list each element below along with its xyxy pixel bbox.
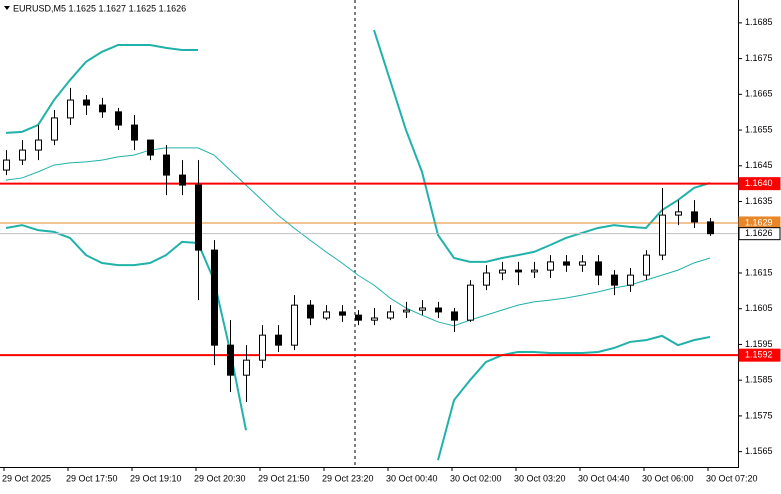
y-tick-label: 1.1665 bbox=[745, 89, 773, 99]
band-line bbox=[5, 224, 711, 461]
candle-body bbox=[691, 211, 698, 223]
y-tick-label: 1.1645 bbox=[745, 160, 773, 170]
candle-body bbox=[211, 249, 218, 346]
y-tick-label: 1.1605 bbox=[745, 303, 773, 313]
candle-body bbox=[99, 104, 106, 113]
band-line bbox=[5, 29, 711, 263]
x-tick-label: 29 Oct 17:50 bbox=[66, 473, 118, 483]
candle-body bbox=[483, 272, 490, 286]
menu-arrow[interactable] bbox=[4, 6, 10, 10]
candle-body bbox=[371, 317, 378, 321]
candle-body bbox=[51, 117, 58, 141]
candle-body bbox=[179, 174, 186, 186]
y-tick-label: 1.1675 bbox=[745, 53, 773, 63]
x-tick-label: 29 Oct 20:30 bbox=[194, 473, 246, 483]
price-label: 1.1640 bbox=[745, 178, 773, 188]
candle-body bbox=[83, 99, 90, 106]
candle-body bbox=[227, 344, 234, 376]
candle-body bbox=[355, 314, 362, 321]
x-tick-label: 29 Oct 23:20 bbox=[322, 473, 374, 483]
candle-body bbox=[67, 99, 74, 119]
candle-body bbox=[307, 304, 314, 319]
candle-body bbox=[323, 311, 330, 319]
chart-title: EURUSD,M5 1.1625 1.1627 1.1625 1.1626 bbox=[13, 3, 186, 13]
candle-body bbox=[707, 221, 714, 235]
x-tick-label: 29 Oct 21:50 bbox=[258, 473, 310, 483]
x-tick-label: 30 Oct 04:40 bbox=[578, 473, 630, 483]
candle-body bbox=[643, 254, 650, 276]
plot-area bbox=[0, 29, 738, 461]
candle-body bbox=[515, 269, 522, 273]
y-tick-label: 1.1655 bbox=[745, 124, 773, 134]
candle-body bbox=[387, 311, 394, 319]
candle-body bbox=[563, 261, 570, 266]
x-tick-label: 30 Oct 06:00 bbox=[642, 473, 694, 483]
x-tick-label: 30 Oct 07:20 bbox=[706, 473, 758, 483]
price-label-box bbox=[738, 348, 781, 362]
x-tick-label: 30 Oct 02:00 bbox=[450, 473, 502, 483]
candle-body bbox=[467, 284, 474, 321]
price-label-box bbox=[738, 227, 781, 241]
candle-body bbox=[499, 269, 506, 274]
candle-body bbox=[35, 139, 42, 151]
candle-body bbox=[259, 334, 266, 361]
candle-body bbox=[339, 311, 346, 316]
candle-body bbox=[243, 359, 250, 376]
y-tick-label: 1.1575 bbox=[745, 410, 773, 420]
y-tick-label: 1.1595 bbox=[745, 339, 773, 349]
price-label: 1.1592 bbox=[745, 350, 773, 360]
candle-body bbox=[435, 307, 442, 313]
y-tick-label: 1.1635 bbox=[745, 196, 773, 206]
band-line bbox=[5, 147, 711, 327]
x-tick-label: 29 Oct 2025 bbox=[2, 473, 51, 483]
price-label: 1.1629 bbox=[745, 217, 773, 227]
candle-body bbox=[611, 274, 618, 286]
candle-body bbox=[19, 149, 26, 161]
candle-body bbox=[275, 334, 282, 346]
x-tick-label: 30 Oct 03:20 bbox=[514, 473, 566, 483]
candle-body bbox=[131, 124, 138, 141]
candle-body bbox=[403, 309, 410, 313]
candle-body bbox=[547, 261, 554, 271]
candle-body bbox=[163, 154, 170, 176]
price-label-box bbox=[738, 177, 781, 191]
y-tick-label: 1.1685 bbox=[745, 17, 773, 27]
candle-body bbox=[531, 269, 538, 273]
y-tick-label: 1.1615 bbox=[745, 267, 773, 277]
candle-body bbox=[627, 274, 634, 286]
x-tick-label: 30 Oct 00:40 bbox=[386, 473, 438, 483]
candle-body bbox=[291, 304, 298, 346]
candle-body bbox=[595, 261, 602, 276]
candle-body bbox=[659, 214, 666, 256]
candle-body bbox=[3, 159, 10, 171]
candle-body bbox=[579, 261, 586, 266]
y-tick-label: 1.1565 bbox=[745, 446, 773, 456]
candle-body bbox=[147, 139, 154, 156]
candle-body bbox=[675, 211, 682, 216]
price-label: 1.1626 bbox=[745, 228, 773, 238]
x-tick-label: 29 Oct 19:10 bbox=[130, 473, 182, 483]
y-tick-label: 1.1585 bbox=[745, 375, 773, 385]
candle-body bbox=[451, 311, 458, 321]
candle-body bbox=[419, 307, 426, 311]
candle-body bbox=[115, 111, 122, 126]
candle-body bbox=[195, 184, 202, 251]
